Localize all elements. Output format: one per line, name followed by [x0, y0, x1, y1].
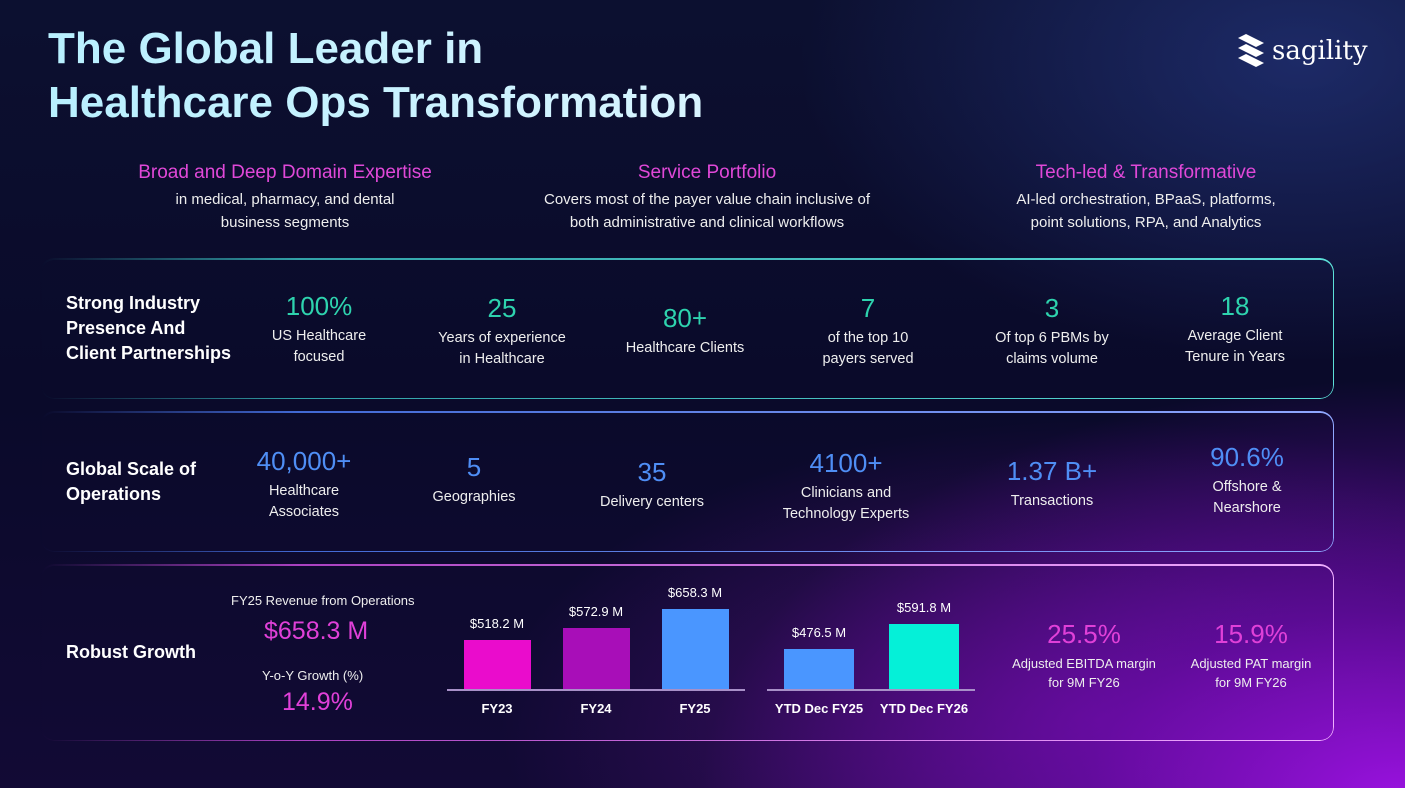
column-text: in medical, pharmacy, and dental — [175, 191, 395, 208]
column-service-portfolio: Service Portfolio Covers most of the pay… — [497, 162, 917, 234]
bar-ytd-dec-fy26 — [889, 623, 959, 689]
sagility-logo: sagility — [1236, 34, 1368, 68]
bar-category-label: FY23 — [481, 701, 513, 716]
bar-fy25 — [661, 609, 729, 689]
column-text: point solutions, RPA, and Analytics — [1030, 214, 1262, 231]
revenue-label: FY25 Revenue from Operations — [231, 593, 415, 608]
stat: 80+ Healthcare Clients — [625, 303, 745, 356]
stat: 18 Average Client Tenure in Years — [1185, 291, 1285, 365]
pat-margin-stat: 15.9% Adjusted PAT margin for 9M FY26 — [1190, 619, 1312, 690]
row-label: Robust Growth — [66, 642, 196, 662]
bar-value-label: $476.5 M — [791, 625, 847, 641]
logo-text: sagility — [1272, 36, 1368, 66]
stat: 1.37 B+ Transactions — [1006, 456, 1098, 509]
bar-fy24 — [562, 627, 630, 689]
stat: 25 Years of experience in Healthcare — [438, 293, 566, 367]
title-line: Healthcare Ops Transformation — [48, 78, 704, 127]
stat: 40,000+ Healthcare Associates — [256, 446, 352, 520]
bar-value-label: $591.8 M — [896, 599, 952, 615]
yoy-value: 14.9% — [282, 688, 353, 716]
global-scale-panel: Global Scale of Operations 40,000+ Healthc… — [40, 411, 1334, 552]
chart-axis — [767, 689, 975, 691]
bar-category-label: FY25 — [679, 701, 711, 716]
revenue-value: $658.3 M — [264, 617, 369, 645]
chart-axis — [447, 689, 745, 691]
bar-value-label: $518.2 M — [469, 615, 525, 631]
bar-ytd-dec-fy25 — [784, 649, 854, 689]
stat: 3 Of top 6 PBMs by claims volume — [995, 293, 1109, 367]
column-heading: Tech-led & Transformative — [1035, 162, 1257, 183]
bar-category-label: YTD Dec FY26 — [879, 701, 969, 716]
column-domain-expertise: Broad and Deep Domain Expertise in medic… — [75, 162, 495, 234]
stat: 35 Delivery centers — [600, 457, 704, 510]
column-heading: Service Portfolio — [637, 162, 777, 183]
yoy-label: Y-o-Y Growth (%) — [262, 668, 364, 683]
column-text: business segments — [220, 214, 350, 231]
row-label: Strong Industry Presence And Client Partne… — [66, 293, 232, 363]
column-text: Covers most of the payer value chain inc… — [544, 191, 870, 208]
stat: 7 of the top 10 payers served — [822, 293, 914, 367]
title-line: The Global Leader in — [48, 24, 484, 73]
column-text: both administrative and clinical workflo… — [569, 214, 845, 231]
stat: 90.6% Offshore & Nearshore — [1210, 442, 1284, 516]
row-label: Global Scale of Operations — [66, 459, 197, 504]
logo-icon — [1238, 34, 1264, 67]
bar-value-label: $658.3 M — [667, 585, 723, 601]
robust-growth-panel: Robust Growth — [40, 564, 1334, 741]
stat: 4100+ Clinicians and Technology Experts — [782, 448, 910, 522]
bar-category-label: YTD Dec FY25 — [774, 701, 864, 716]
column-text: AI-led orchestration, BPaaS, platforms, — [1016, 191, 1276, 208]
page-title: The Global Leader in Healthcare Ops Tran… — [48, 22, 703, 130]
column-tech-led: Tech-led & Transformative AI-led orchest… — [936, 162, 1356, 234]
bar-value-label: $572.9 M — [568, 603, 624, 619]
bar-category-label: FY24 — [580, 701, 612, 716]
stat: 5 Geographies — [432, 452, 516, 505]
bar-fy23 — [463, 639, 531, 689]
industry-presence-panel: Strong Industry Presence And Client Partne… — [40, 258, 1334, 399]
stat: 100% US Healthcare focused — [271, 291, 367, 365]
column-heading: Broad and Deep Domain Expertise — [138, 162, 432, 183]
ebitda-margin-stat: 25.5% Adjusted EBITDA margin for 9M FY26 — [1012, 619, 1156, 690]
